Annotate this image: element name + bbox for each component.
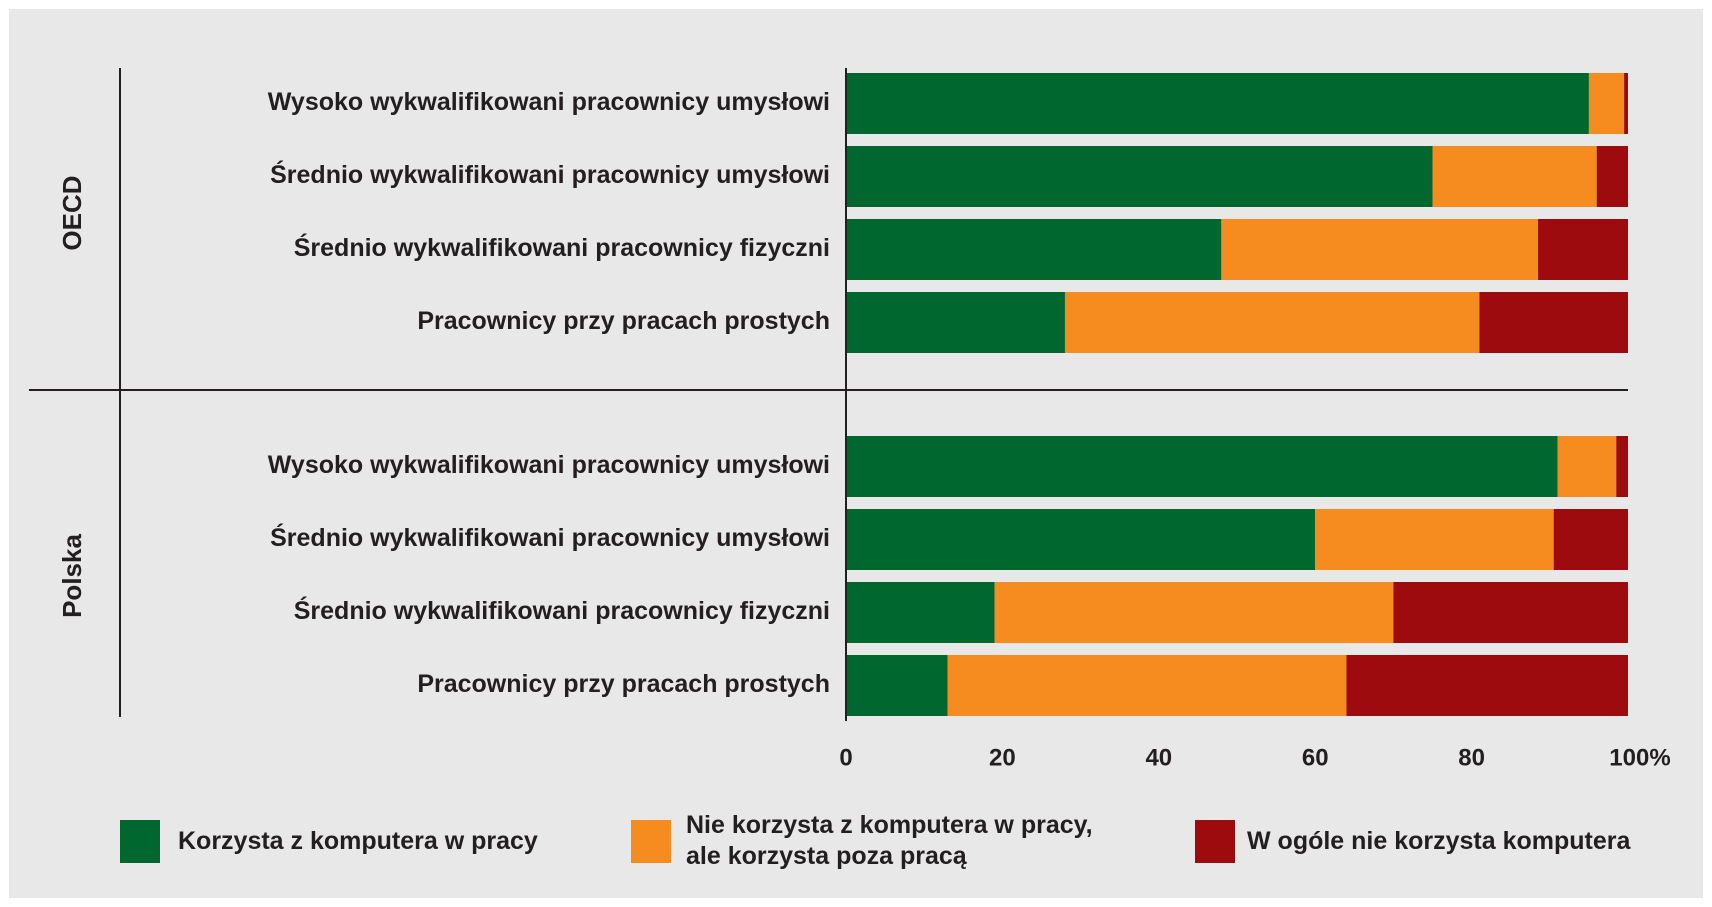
category-label: Średnio wykwalifikowani pracownicy umysł… (270, 159, 830, 189)
bar-segment (1315, 509, 1554, 570)
bar-segment (846, 219, 1222, 280)
category-label: Pracownicy przy pracach prostych (417, 670, 830, 698)
bar-segment (1616, 436, 1628, 497)
bar-segment (1553, 509, 1628, 570)
bar-segment (1538, 219, 1628, 280)
x-tick-label: 20 (989, 744, 1016, 771)
bar-segment (1346, 655, 1628, 716)
bar-segment (1624, 73, 1628, 134)
x-tick-label: 60 (1302, 744, 1329, 771)
legend-label: W ogóle nie korzysta komputera (1247, 826, 1631, 855)
legend-label: Nie korzysta z komputera w pracy, ale ko… (686, 811, 1093, 870)
bar-segment (1479, 292, 1628, 353)
bar-segment (1588, 73, 1625, 134)
x-tick-label: 0 (839, 744, 852, 771)
x-tick-label: 100% (1609, 744, 1670, 771)
category-label: Średnio wykwalifikowani pracownicy fizyc… (294, 232, 830, 262)
bar-segment (846, 509, 1316, 570)
bar-segment (1432, 146, 1597, 207)
bar-segment (846, 655, 948, 716)
bar-segment (994, 582, 1394, 643)
bar-segment (846, 582, 995, 643)
group-label: OECD (57, 175, 87, 250)
category-label: Średnio wykwalifikowani pracownicy umysł… (270, 522, 830, 552)
category-label: Średnio wykwalifikowani pracownicy fizyc… (294, 595, 830, 625)
category-label: Wysoko wykwalifikowani pracownicy umysło… (268, 451, 830, 479)
legend-swatch (1195, 820, 1235, 863)
bar-segment (1596, 146, 1628, 207)
bar-segment (947, 655, 1347, 716)
legend-label: Korzysta z komputera w pracy (178, 826, 538, 855)
category-label: Wysoko wykwalifikowani pracownicy umysło… (268, 88, 830, 116)
x-tick-label: 40 (1145, 744, 1172, 771)
bar-segment (1221, 219, 1539, 280)
category-label: Pracownicy przy pracach prostych (417, 307, 830, 335)
bar-segment (846, 292, 1065, 353)
bar-segment (1557, 436, 1617, 497)
legend-swatch (631, 820, 671, 863)
bar-segment (846, 73, 1589, 134)
legend-swatch (120, 820, 160, 863)
group-label: Polska (57, 534, 87, 618)
bar-segment (1064, 292, 1480, 353)
bar-segment (846, 146, 1433, 207)
bar-segment (846, 436, 1558, 497)
bar-segment (1393, 582, 1628, 643)
x-tick-label: 80 (1458, 744, 1485, 771)
